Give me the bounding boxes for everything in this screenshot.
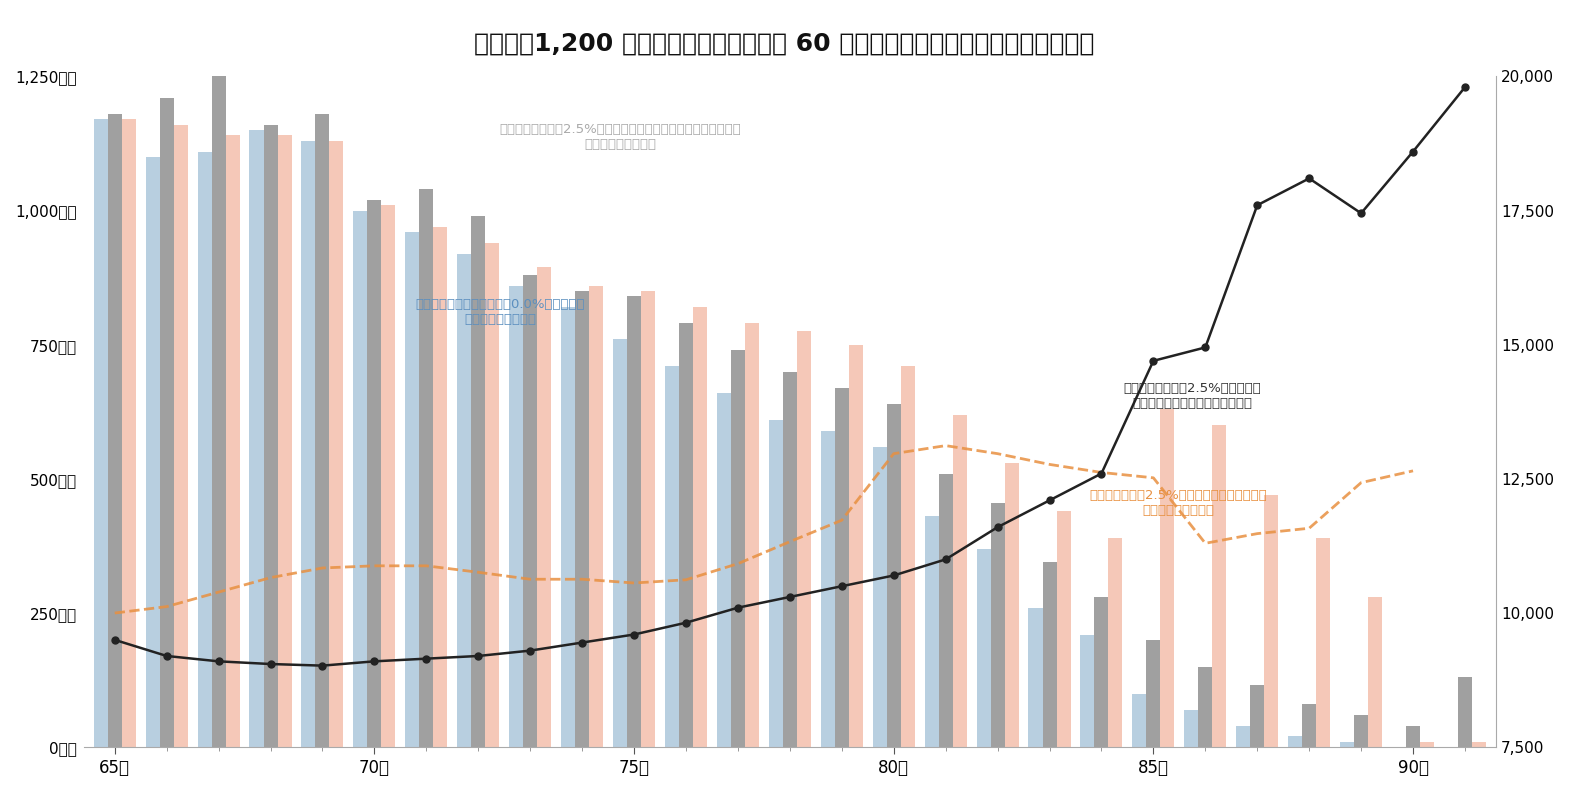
Bar <box>665 366 679 747</box>
Bar <box>1213 425 1227 747</box>
Bar <box>821 431 835 747</box>
Bar <box>160 98 174 747</box>
Text: 中長期的に利回り2.5%を達成する
投資信託の基準価格推移（右軸）: 中長期的に利回り2.5%を達成する 投資信託の基準価格推移（右軸） <box>1123 382 1261 409</box>
Bar <box>1108 538 1122 747</box>
Bar <box>745 323 759 747</box>
Bar <box>353 211 367 747</box>
Bar <box>562 307 576 747</box>
Bar <box>278 135 292 747</box>
Bar <box>1056 511 1070 747</box>
Bar <box>783 371 797 747</box>
Bar <box>1199 667 1213 747</box>
Bar <box>1161 409 1175 747</box>
Bar <box>457 253 471 747</box>
Bar <box>471 216 485 747</box>
Bar <box>315 114 329 747</box>
Bar <box>264 124 278 747</box>
Bar <box>952 414 967 747</box>
Bar <box>249 130 264 747</box>
Bar <box>1354 715 1368 747</box>
Bar <box>108 114 122 747</box>
Bar <box>1302 704 1316 747</box>
Bar <box>485 243 499 747</box>
Bar <box>522 275 537 747</box>
Bar <box>938 474 952 747</box>
Bar <box>1250 686 1265 747</box>
Bar <box>1004 463 1018 747</box>
Bar <box>769 420 783 747</box>
Text: 中長期的に利回り2.5%を達成した投資信託に投資したの場合の
資産額推移（左軸）: 中長期的に利回り2.5%を達成した投資信託に投資したの場合の 資産額推移（左軸） <box>499 124 741 151</box>
Text: 資産を運用しない（利回り0.0%）の場合の
資産額推移（左軸）: 資産を運用しない（利回り0.0%）の場合の 資産額推移（左軸） <box>416 298 585 326</box>
Bar <box>642 291 656 747</box>
Bar <box>405 232 419 747</box>
Bar <box>717 393 731 747</box>
Bar <box>797 331 811 747</box>
Bar <box>731 350 745 747</box>
Bar <box>433 227 447 747</box>
Bar <box>146 157 160 747</box>
Bar <box>613 340 628 747</box>
Bar <box>94 120 108 747</box>
Bar <box>1133 694 1147 747</box>
Bar <box>872 447 886 747</box>
Bar <box>537 267 551 747</box>
Bar <box>226 135 240 747</box>
Text: 安定的に利回り2.5%で資産を運用した場合の
資産額推移（左軸）: 安定的に利回り2.5%で資産を運用した場合の 資産額推移（左軸） <box>1089 489 1268 517</box>
Bar <box>1095 597 1108 747</box>
Bar <box>693 307 708 747</box>
Bar <box>1265 495 1279 747</box>
Bar <box>901 366 915 747</box>
Bar <box>381 205 395 747</box>
Bar <box>588 286 602 747</box>
Bar <box>976 549 990 747</box>
Bar <box>924 516 938 747</box>
Bar <box>367 200 381 747</box>
Bar <box>835 387 849 747</box>
Bar <box>679 323 693 747</box>
Bar <box>1288 737 1302 747</box>
Bar <box>510 286 522 747</box>
Bar <box>1316 538 1331 747</box>
Bar <box>576 291 588 747</box>
Bar <box>1472 742 1486 747</box>
Bar <box>1236 725 1250 747</box>
Bar <box>1406 725 1420 747</box>
Bar <box>1029 607 1042 747</box>
Bar <box>886 404 901 747</box>
Bar <box>329 141 344 747</box>
Bar <box>990 503 1004 747</box>
Bar <box>122 120 137 747</box>
Text: 図表２　1,200 万円、毎年の取り崩し額 60 万円の場合の資産残高の推移（現実）: 図表２ 1,200 万円、毎年の取り崩し額 60 万円の場合の資産残高の推移（現… <box>474 32 1095 55</box>
Bar <box>1458 677 1472 747</box>
Bar <box>419 189 433 747</box>
Bar <box>1340 742 1354 747</box>
Bar <box>1185 710 1199 747</box>
Bar <box>849 345 863 747</box>
Bar <box>301 141 315 747</box>
Bar <box>174 124 188 747</box>
Bar <box>1042 562 1056 747</box>
Bar <box>1081 634 1095 747</box>
Bar <box>1147 640 1161 747</box>
Bar <box>628 296 642 747</box>
Bar <box>198 151 212 747</box>
Bar <box>1368 597 1382 747</box>
Bar <box>1420 742 1434 747</box>
Bar <box>212 77 226 747</box>
